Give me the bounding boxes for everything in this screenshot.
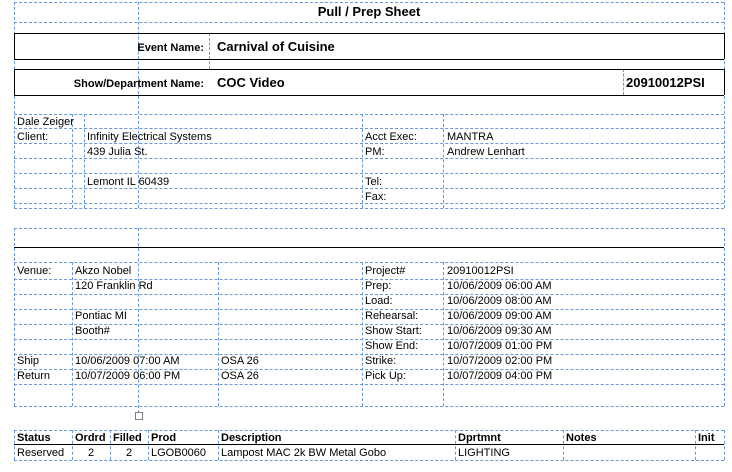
gridline-h — [14, 262, 724, 263]
rule-section-divider — [14, 247, 724, 248]
event-name-label: Event Name: — [137, 42, 204, 54]
pm-value: Andrew Lenhart — [447, 146, 525, 158]
gridline-h — [14, 406, 724, 407]
gridline-v — [724, 228, 725, 406]
schedule-value: 10/06/2009 08:00 AM — [447, 295, 552, 307]
prepared-by: Dale Zeiger — [17, 116, 74, 128]
venue-address: 120 Franklin Rd — [75, 280, 153, 292]
booth-label: Booth# — [75, 325, 110, 337]
ship-carrier: OSA 26 — [221, 355, 259, 367]
schedule-label: Rehearsal: — [365, 310, 419, 322]
client-city-state-zip: Lemont IL 60439 — [87, 176, 170, 188]
rule-event-top — [14, 33, 724, 34]
schedule-label: Prep: — [365, 280, 392, 292]
column-header-init: Init — [698, 432, 715, 444]
acct-exec-label: Acct Exec: — [365, 131, 417, 143]
schedule-value: 10/06/2009 09:00 AM — [447, 310, 552, 322]
gridline-h — [14, 208, 724, 209]
pm-label: PM: — [365, 146, 385, 158]
schedule-label: Show Start: — [365, 325, 422, 337]
gridline-h — [14, 2, 724, 3]
page-title: Pull / Prep Sheet — [317, 4, 421, 19]
column-header-description: Description — [221, 432, 282, 444]
gridline-h — [14, 114, 724, 115]
gridline-h — [14, 173, 724, 174]
rule-show-top — [14, 69, 724, 70]
gridline-v — [724, 430, 725, 460]
schedule-value: 20910012PSI — [447, 265, 514, 277]
client-address-line1: 439 Julia St. — [87, 146, 148, 158]
gridline-v — [443, 262, 444, 406]
gridline-h — [14, 430, 724, 431]
rule-show-bottom — [14, 95, 724, 96]
return-carrier: OSA 26 — [221, 370, 259, 382]
column-header-dprtmnt: Dprtmnt — [458, 432, 501, 444]
schedule-value: 10/07/2009 02:00 PM — [447, 355, 553, 367]
column-header-status: Status — [17, 432, 51, 444]
schedule-label: Pick Up: — [365, 370, 406, 382]
schedule-label: Show End: — [365, 340, 419, 352]
schedule-label: Strike: — [365, 355, 397, 367]
gridline-v — [218, 262, 219, 406]
rule-show-right — [724, 69, 725, 95]
table-row-dprtmnt: LIGHTING — [458, 447, 510, 459]
fax-label: Fax: — [365, 191, 387, 203]
schedule-value: 10/07/2009 04:00 PM — [447, 370, 553, 382]
client-label: Client: — [17, 131, 49, 143]
schedule-value: 10/06/2009 06:00 AM — [447, 280, 552, 292]
table-row-description: Lampost MAC 2k BW Metal Gobo — [221, 447, 387, 459]
event-name-value: Carnival of Cuisine — [217, 39, 335, 54]
object-anchor-handle[interactable] — [135, 412, 143, 420]
gridline-v — [443, 114, 444, 208]
rule-table-header-bottom — [14, 444, 724, 445]
column-header-prod: Prod — [151, 432, 177, 444]
rule-show-left — [14, 69, 15, 95]
schedule-value: 10/07/2009 01:00 PM — [447, 340, 553, 352]
return-datetime: 10/07/2009 06:00 PM — [75, 370, 181, 382]
rule-event-right — [724, 33, 725, 59]
table-row-prod: LGOB0060 — [151, 447, 207, 459]
client-name: Infinity Electrical Systems — [87, 131, 212, 143]
schedule-value: 10/06/2009 09:30 AM — [447, 325, 552, 337]
table-row-ordrd: 2 — [87, 447, 95, 459]
show-department-value: COC Video — [217, 75, 285, 90]
rule-event-left — [14, 33, 15, 59]
schedule-label: Project# — [365, 265, 406, 277]
gridline-h — [14, 22, 724, 23]
schedule-label: Load: — [365, 295, 393, 307]
gridline-h — [14, 228, 724, 229]
venue-name: Akzo Nobel — [75, 265, 132, 277]
return-label: Return — [17, 370, 51, 382]
venue-city-state: Pontiac MI — [75, 310, 127, 322]
show-department-label: Show/Department Name: — [73, 78, 204, 90]
table-row-status: Reserved — [17, 447, 65, 459]
gridline-h — [14, 384, 724, 385]
column-header-filled: Filled — [113, 432, 142, 444]
table-row-filled: 2 — [125, 447, 133, 459]
project-number-badge: 20910012PSI — [626, 75, 705, 90]
column-header-ordrd: Ordrd — [75, 432, 106, 444]
gridline-v — [209, 33, 210, 69]
tel-label: Tel: — [365, 176, 383, 188]
venue-label: Venue: — [17, 265, 52, 277]
rule-event-bottom — [14, 59, 724, 60]
column-header-notes: Notes — [566, 432, 597, 444]
gridline-h — [14, 460, 724, 461]
ship-datetime: 10/06/2009 07:00 AM — [75, 355, 180, 367]
acct-exec-value: MANTRA — [447, 131, 494, 143]
ship-label: Ship — [17, 355, 40, 367]
